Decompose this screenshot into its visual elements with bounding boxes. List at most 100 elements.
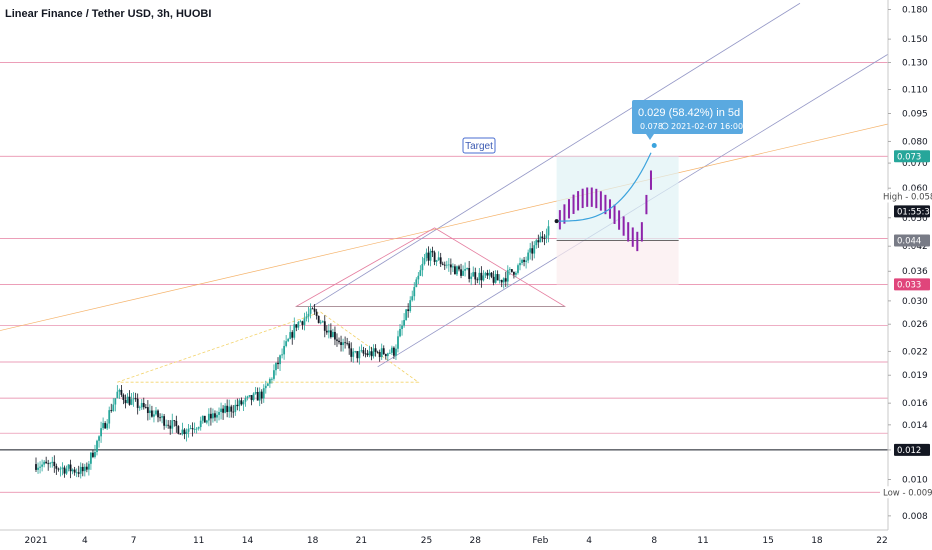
projection-bar [613,204,616,224]
candle-body [419,270,422,276]
y-tick-label: 0.016 [902,399,928,409]
candle-body [319,322,322,324]
candle-body [541,236,544,239]
candle-body [116,391,119,399]
price-label: 0.012 [897,446,921,456]
candle-body [35,464,37,470]
candle-body [232,411,235,413]
price-label: 0.073 [897,152,921,162]
x-tick-label: 15 [762,536,773,546]
candle-body [136,398,139,408]
y-tick-label: 0.050 [902,214,928,224]
candle-body [57,468,60,470]
candle-body [454,266,456,275]
candle-body [460,269,462,276]
x-tick-label: 22 [876,536,887,546]
candle-body [305,316,308,319]
candle-body [498,280,501,281]
price-labels: 0.073 High - 0.058 01:55:37 0.044 0.033 0.012… [880,150,932,499]
candle-body [417,275,420,280]
candle-body [191,428,194,430]
candle-body [472,272,475,277]
projection-bar [581,188,584,209]
candle-body [199,420,202,428]
candle-body [401,325,403,329]
x-tick-label: 4 [586,536,592,546]
candle-body [183,429,186,435]
candle-body [527,252,530,261]
price-label: 0.033 [897,280,921,290]
candle-body [521,259,523,264]
candle-body [65,468,68,474]
profit-zone-box [556,156,679,241]
channel-upper-line [312,2,801,307]
candle-body [142,402,145,408]
candle-body [299,321,302,323]
x-tick-label: 18 [811,536,823,546]
candle-body [238,400,241,407]
candle-body [246,396,249,399]
x-tick-label: 2021 [25,536,48,546]
y-tick-label: 0.130 [902,58,928,68]
candle-body [110,410,113,411]
candle-body [313,308,316,312]
candle-body [75,472,78,474]
candle-body [348,343,351,349]
price-label: High - 0.058 [883,192,932,202]
projection-bar [604,194,607,215]
candle-body [187,428,190,432]
candle-body [307,313,310,317]
candle-body [193,429,196,430]
target-label-box: Target [462,137,496,154]
candle-body [222,408,224,413]
candle-body [407,309,410,312]
candle-body [492,276,495,283]
candle-body [189,428,192,430]
x-tick-label: 8 [651,536,657,546]
candle-body [248,395,251,397]
candle-body [51,461,54,463]
candle-body [490,272,493,277]
candle-body [470,276,473,279]
candle-body [228,406,231,412]
y-tick-label: 0.008 [902,512,928,522]
candle-body [266,383,269,386]
candle-body [285,341,288,346]
candle-body [94,452,96,457]
candle-body [216,414,218,418]
candle-body [153,414,155,417]
candle-body [220,408,222,413]
candle-body [486,272,489,276]
candle-body [43,461,46,465]
candle-body [195,428,198,430]
candle-body [388,352,391,354]
projection-bar [595,188,598,209]
candle-body [252,393,255,401]
time-axis-background [0,530,888,550]
candle-body [515,272,517,275]
candle-body [126,396,129,404]
candle-body [425,252,428,259]
candle-body [83,466,86,472]
projection-bar [627,222,630,242]
candle-body [258,391,261,401]
candle-body [203,415,206,423]
candle-body [173,420,176,422]
candle-body [268,379,271,384]
candle-body [368,351,371,356]
candle-body [71,469,74,472]
candle-body [321,321,324,323]
candle-body [41,464,44,467]
price-axis[interactable]: 0.180 0.150 0.130 0.110 0.095 0.080 0.070 0.060… [887,0,932,550]
candle-body [218,412,220,415]
candle-body [362,350,365,354]
candle-body [161,416,163,418]
candle-body [506,270,509,282]
candle-body [67,464,70,469]
candle-body [37,467,39,470]
candle-body [87,463,90,470]
candle-body [163,416,166,426]
candle-body [431,250,434,253]
time-axis[interactable]: 2021 4 7 11 14 18 21 25 28 Feb 4 8 11 15 18 22 [0,529,888,550]
